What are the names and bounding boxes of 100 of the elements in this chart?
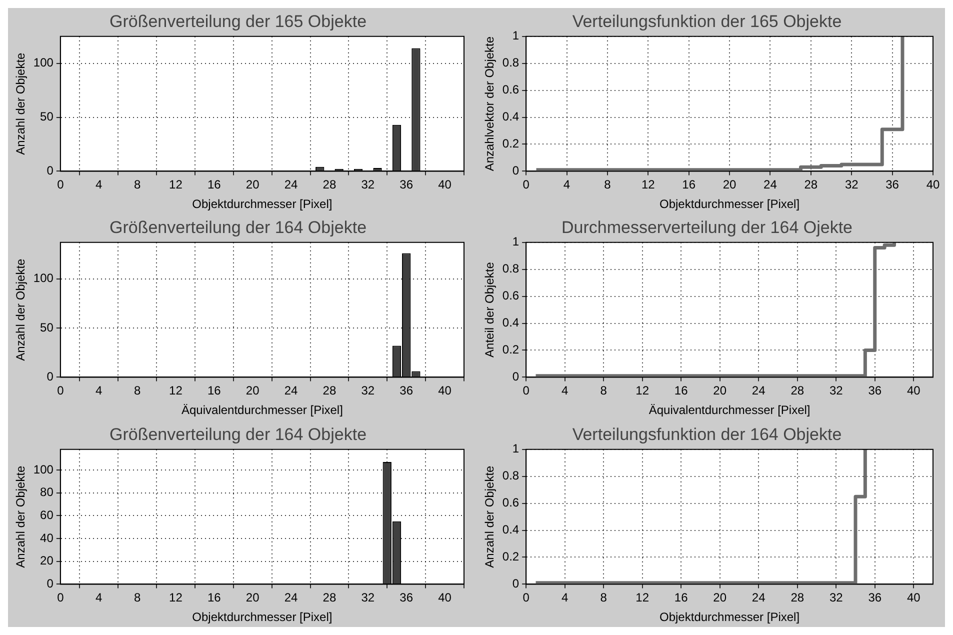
x-tick-label: 40 (926, 178, 940, 192)
y-tick-label: 0 (46, 576, 54, 590)
y-tick-label: 0.8 (502, 468, 520, 482)
x-tick-label: 24 (752, 590, 766, 604)
x-tick-label: 12 (636, 590, 650, 604)
y-axis-title: Anzahl der Objekte (14, 258, 28, 362)
x-tick-label: 40 (906, 384, 921, 398)
x-tick-label: 0 (522, 384, 530, 398)
y-tick-label: 60 (40, 508, 54, 522)
y-tick-label: 20 (40, 553, 54, 568)
x-tick-label: 24 (764, 178, 778, 192)
x-tick-label: 12 (169, 178, 183, 192)
x-tick-label: 40 (906, 590, 921, 604)
y-tick-label: 1 (512, 441, 520, 456)
chart-title: Durchmesserverteilung der 164 Ojekte (561, 218, 853, 238)
x-tick-label: 20 (246, 178, 260, 192)
x-tick-label: 24 (284, 590, 298, 604)
x-tick-label: 36 (400, 590, 414, 604)
y-tick-label: 1 (512, 235, 520, 250)
x-tick-label: 28 (322, 178, 336, 192)
x-tick-label: 28 (322, 590, 336, 604)
chart-title: Größenverteilung der 164 Objekte (109, 218, 367, 238)
x-tick-label: 32 (361, 590, 375, 604)
x-tick-label: 32 (829, 384, 844, 398)
x-tick-label: 36 (868, 384, 882, 398)
x-tick-label: 16 (207, 178, 222, 192)
y-axis-title: Anzahlvektor der Objekte (482, 36, 497, 172)
chart-title: Größenverteilung der 165 Objekte (109, 12, 367, 31)
x-tick-label: 0 (57, 178, 64, 192)
x-tick-label: 28 (790, 384, 804, 398)
y-tick-label: 0 (46, 164, 54, 178)
x-tick-label: 36 (400, 384, 414, 398)
x-tick-label: 16 (207, 590, 222, 604)
y-tick-label: 0 (512, 370, 520, 384)
x-tick-label: 24 (752, 384, 766, 398)
x-tick-label: 0 (522, 178, 530, 192)
x-axis-title: Objektdurchmesser [Pixel] (660, 197, 800, 212)
y-tick-label: 0.8 (502, 262, 520, 276)
x-tick-label: 40 (438, 178, 452, 192)
x-tick-label: 36 (886, 178, 900, 192)
y-tick-label: 0.6 (502, 288, 520, 303)
x-tick-label: 8 (600, 384, 608, 398)
x-tick-label: 12 (636, 384, 650, 398)
y-tick-label: 100 (33, 271, 54, 286)
x-tick-label: 20 (713, 590, 727, 604)
x-tick-label: 0 (57, 384, 64, 398)
x-axis-title: Objektdurchmesser [Pixel] (192, 197, 332, 212)
x-tick-label: 32 (361, 178, 375, 192)
chart-title: Verteilungsfunktion der 165 Objekte (572, 12, 842, 31)
x-tick-label: 4 (96, 384, 103, 398)
x-tick-label: 32 (361, 384, 375, 398)
x-tick-label: 12 (641, 178, 656, 192)
x-tick-label: 20 (722, 178, 737, 192)
y-tick-label: 0 (512, 576, 520, 590)
y-tick-label: 0 (512, 164, 520, 178)
x-tick-label: 16 (682, 178, 696, 192)
x-axis-title: Objektdurchmesser [Pixel] (192, 610, 332, 624)
x-tick-label: 20 (713, 384, 727, 398)
y-axis-title: Anteil der Objekte (482, 262, 497, 358)
x-tick-label: 28 (804, 178, 818, 192)
y-tick-label: 0.6 (502, 82, 520, 97)
y-tick-label: 1 (512, 28, 520, 43)
x-tick-label: 28 (322, 384, 336, 398)
x-tick-label: 16 (674, 384, 688, 398)
x-tick-label: 12 (169, 590, 183, 604)
y-axis-title: Anzahl der Objekte (14, 52, 28, 155)
x-tick-label: 20 (246, 590, 260, 604)
chart-title: Größenverteilung der 164 Objekte (109, 424, 367, 444)
x-axis-title: Äquivalentdurchmesser [Pixel] (182, 403, 343, 418)
y-tick-label: 40 (40, 530, 54, 544)
y-tick-label: 0.4 (502, 110, 520, 124)
y-tick-label: 100 (33, 462, 54, 476)
x-tick-label: 0 (57, 590, 64, 604)
y-tick-label: 80 (40, 484, 54, 499)
x-tick-label: 4 (563, 178, 570, 192)
y-axis-title: Anzahl der Objekte (482, 465, 497, 568)
x-tick-label: 8 (600, 590, 608, 604)
x-tick-label: 20 (246, 384, 260, 398)
y-tick-label: 0.2 (502, 342, 520, 357)
x-tick-label: 8 (604, 178, 612, 192)
x-tick-label: 16 (674, 590, 688, 604)
x-tick-label: 8 (134, 590, 141, 604)
x-axis-title: Äquivalentdurchmesser [Pixel] (648, 403, 810, 418)
y-tick-label: 0.8 (502, 56, 520, 70)
y-tick-label: 50 (40, 320, 54, 335)
x-tick-label: 0 (522, 590, 530, 604)
y-tick-label: 0.6 (502, 495, 520, 510)
x-tick-label: 24 (284, 178, 298, 192)
x-tick-label: 8 (134, 384, 141, 398)
y-tick-label: 0.4 (502, 522, 520, 536)
x-tick-label: 32 (844, 178, 859, 192)
x-tick-label: 36 (868, 590, 882, 604)
x-tick-label: 8 (134, 178, 141, 192)
x-tick-label: 12 (169, 384, 183, 398)
y-tick-label: 0 (46, 370, 54, 384)
x-tick-label: 4 (96, 178, 103, 192)
x-tick-label: 28 (790, 590, 804, 604)
x-tick-label: 32 (829, 590, 844, 604)
x-tick-label: 4 (561, 384, 568, 398)
x-tick-label: 40 (438, 384, 452, 398)
